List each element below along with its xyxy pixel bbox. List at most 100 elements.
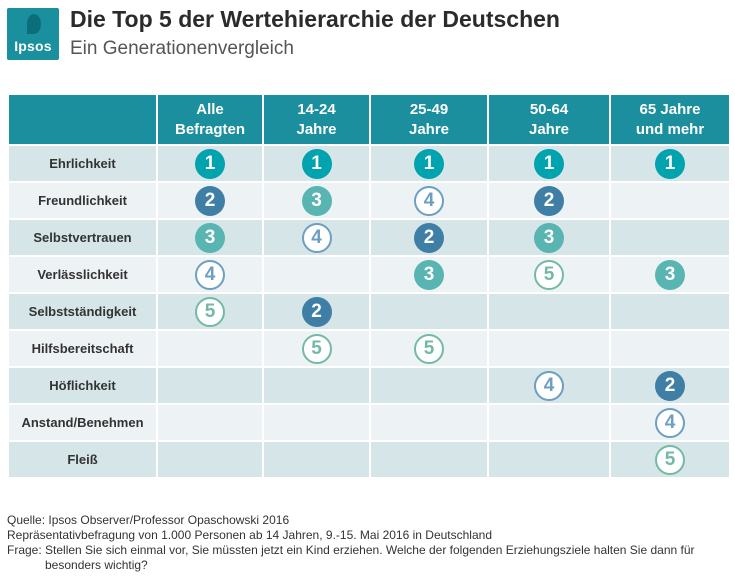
row-label: Freundlichkeit <box>7 181 158 220</box>
rank-cell: 4 <box>262 218 371 257</box>
row-label: Höflichkeit <box>7 366 158 405</box>
rank-cell: 3 <box>609 255 731 294</box>
rank-cell <box>156 366 264 405</box>
footer-notes: Quelle: Ipsos Observer/Professor Opascho… <box>7 513 729 573</box>
ipsos-logo-text: Ipsos <box>14 38 52 54</box>
column-header-line: und mehr <box>635 120 705 138</box>
rank-cell: 5 <box>487 255 611 294</box>
ipsos-logo: Ipsos <box>7 8 59 60</box>
rank-badge: 2 <box>301 296 332 327</box>
rank-cell: 4 <box>609 403 731 442</box>
rank-cell <box>262 366 371 405</box>
table-row: Verlässlichkeit 4 3 5 3 <box>7 255 731 294</box>
rank-cell <box>487 440 611 479</box>
table-row: Ehrlichkeit 1 1 1 1 1 <box>7 144 731 183</box>
column-header-line: Befragten <box>174 120 245 138</box>
rank-badge: 3 <box>534 222 564 253</box>
rank-cell <box>369 366 489 405</box>
rank-badge: 5 <box>195 296 225 327</box>
row-label: Selbstvertrauen <box>7 218 158 257</box>
table-row: Hilfsbereitschaft 5 5 <box>7 329 731 368</box>
table-row: Fleiß 5 <box>7 440 731 479</box>
table-row: Höflichkeit 4 2 <box>7 366 731 405</box>
table-row: Selbstvertrauen 3 4 2 3 <box>7 218 731 257</box>
column-header-line: 25-49 <box>409 100 449 118</box>
rank-badge: 3 <box>414 259 444 290</box>
rank-cell: 2 <box>262 292 371 331</box>
row-label: Selbstständigkeit <box>7 292 158 331</box>
rank-cell: 1 <box>609 144 731 183</box>
chart-title: Die Top 5 der Wertehierarchie der Deutsc… <box>70 6 560 32</box>
column-header: 25-49 Jahre <box>369 93 489 146</box>
rank-cell: 5 <box>369 329 489 368</box>
row-label: Hilfsbereitschaft <box>7 329 158 368</box>
table-row: Selbstständigkeit 5 2 <box>7 292 731 331</box>
column-header: 65 Jahre und mehr <box>609 93 731 146</box>
column-header-line: Jahre <box>408 120 450 138</box>
rank-badge: 4 <box>534 370 564 401</box>
rank-cell: 3 <box>156 218 264 257</box>
rank-cell <box>609 329 731 368</box>
rank-badge: 1 <box>655 148 685 179</box>
rank-badge: 2 <box>195 185 225 216</box>
rank-cell: 5 <box>609 440 731 479</box>
source-note: Quelle: Ipsos Observer/Professor Opascho… <box>7 513 290 527</box>
row-label: Ehrlichkeit <box>7 144 158 183</box>
rank-cell: 1 <box>487 144 611 183</box>
question-note: Frage: Stellen Sie sich einmal vor, Sie … <box>7 543 695 557</box>
rank-cell <box>369 292 489 331</box>
rank-cell <box>156 403 264 442</box>
ranking-table: Alle Befragten 14-24 Jahre 25-49 Jahre 50-6… <box>7 93 731 479</box>
rank-cell <box>262 403 371 442</box>
rank-cell: 1 <box>262 144 371 183</box>
rank-cell <box>487 292 611 331</box>
rank-cell <box>609 218 731 257</box>
rank-cell <box>262 255 371 294</box>
rank-cell: 5 <box>262 329 371 368</box>
column-header-line: 65 Jahre <box>639 100 701 118</box>
rank-cell: 2 <box>156 181 264 220</box>
rank-badge: 4 <box>301 222 332 253</box>
rank-badge: 5 <box>301 333 332 364</box>
ipsos-logo-mark-icon <box>27 14 41 34</box>
rank-cell: 2 <box>487 181 611 220</box>
rank-cell: 3 <box>369 255 489 294</box>
row-label: Anstand/Benehmen <box>7 403 158 442</box>
rank-badge: 1 <box>534 148 564 179</box>
rank-badge: 1 <box>414 148 444 179</box>
rank-badge: 3 <box>301 185 332 216</box>
column-header: 14-24 Jahre <box>262 93 371 146</box>
rank-badge: 2 <box>655 370 685 401</box>
rank-cell: 3 <box>487 218 611 257</box>
rank-cell: 4 <box>369 181 489 220</box>
column-header-line: Alle <box>196 100 224 118</box>
rank-cell <box>369 440 489 479</box>
sample-note: Repräsentativbefragung von 1.000 Persone… <box>7 528 492 542</box>
header-row: Alle Befragten 14-24 Jahre 25-49 Jahre 50-6… <box>7 93 731 146</box>
table-body: Ehrlichkeit 1 1 1 1 1 Freundlichkeit 2 3 4 2 Selbst… <box>7 144 731 479</box>
rank-badge: 3 <box>655 259 685 290</box>
rank-badge: 1 <box>301 148 332 179</box>
chart-subtitle: Ein Generationenvergleich <box>70 38 294 59</box>
rank-cell <box>369 403 489 442</box>
table-row: Freundlichkeit 2 3 4 2 <box>7 181 731 220</box>
rank-badge: 2 <box>414 222 444 253</box>
column-header-line: Jahre <box>296 120 337 138</box>
rank-badge: 4 <box>414 185 444 216</box>
rank-cell: 1 <box>156 144 264 183</box>
question-note-continued: besonders wichtig? <box>45 558 148 572</box>
rank-badge: 4 <box>195 259 225 290</box>
rank-cell <box>156 329 264 368</box>
rank-cell: 4 <box>156 255 264 294</box>
rank-badge: 5 <box>534 259 564 290</box>
rank-cell: 5 <box>156 292 264 331</box>
row-label: Fleiß <box>7 440 158 479</box>
rank-cell <box>262 440 371 479</box>
rank-cell <box>156 440 264 479</box>
rank-badge: 2 <box>534 185 564 216</box>
rank-cell <box>609 181 731 220</box>
column-header-line: Jahre <box>528 120 570 138</box>
column-header-line: 50-64 <box>529 100 569 118</box>
header-corner-cell <box>7 93 158 146</box>
rank-badge: 5 <box>655 444 685 475</box>
